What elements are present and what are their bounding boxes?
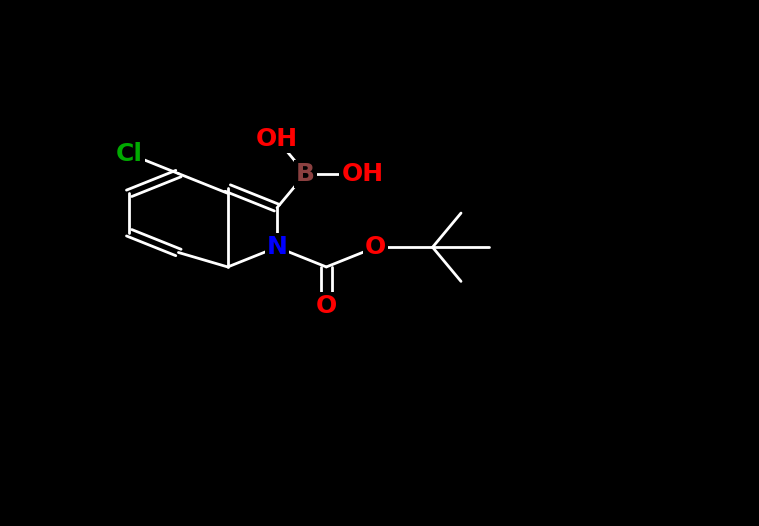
Text: O: O <box>316 295 337 318</box>
Text: Cl: Cl <box>115 142 143 166</box>
Text: B: B <box>296 161 315 186</box>
Text: O: O <box>365 235 386 259</box>
Text: OH: OH <box>342 161 383 186</box>
Text: N: N <box>266 235 288 259</box>
Text: OH: OH <box>256 127 298 151</box>
